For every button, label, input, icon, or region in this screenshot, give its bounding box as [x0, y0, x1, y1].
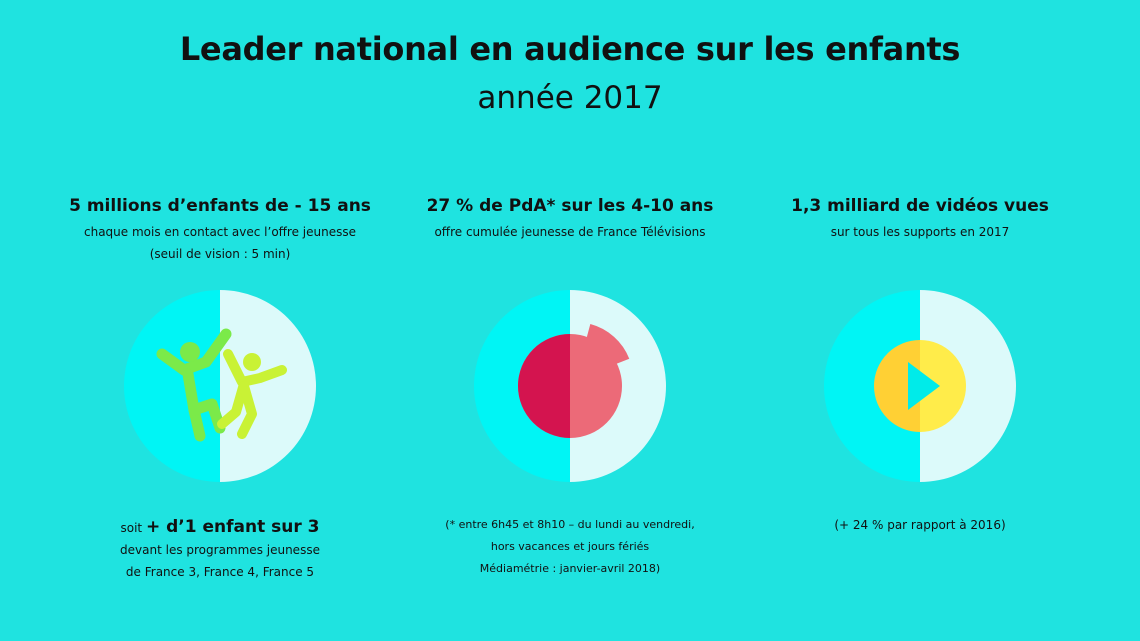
- stat-footer: (+ 24 % par rapport à 2016): [750, 514, 1090, 536]
- page-title: Leader national en audience sur les enfa…: [179, 30, 961, 68]
- footer-line: de France 3, France 4, France 5: [125, 565, 315, 579]
- play-icon: [824, 290, 1016, 482]
- stat-headline: 5 millions d’enfants de - 15 ans: [69, 196, 371, 216]
- footer-line: devant les programmes jeunesse: [120, 543, 320, 557]
- stat-description: chaque mois en contact avec l’offre jeun…: [83, 225, 356, 261]
- footer-line: (* entre 6h45 et 8h10 – du lundi au vend…: [445, 518, 695, 531]
- pie-slice-share: [575, 324, 630, 381]
- footer-prefix: soit: [120, 521, 146, 535]
- children-playing-icon: [124, 290, 316, 482]
- stat-footer: (* entre 6h45 et 8h10 – du lundi au vend…: [400, 514, 740, 580]
- stat-description: sur tous les supports en 2017: [830, 225, 1010, 239]
- pie-slice-dark: [518, 334, 570, 438]
- stat-headline: 27 % de PdA* sur les 4-10 ans: [426, 196, 714, 216]
- page-subtitle: année 2017: [477, 80, 663, 116]
- footer-line: Médiamétrie : janvier-avril 2018): [479, 562, 661, 575]
- stat-description: offre cumulée jeunesse de France Télévis…: [434, 225, 706, 239]
- stat-footer: soit + d’1 enfant sur 3 devant les progr…: [50, 516, 390, 583]
- pie-chart-icon: [474, 290, 666, 482]
- footer-line: hors vacances et jours fériés: [490, 540, 650, 553]
- footer-line: (+ 24 % par rapport à 2016): [834, 518, 1006, 532]
- stat-headline: 1,3 milliard de vidéos vues: [791, 196, 1049, 216]
- footer-emphasis: + d’1 enfant sur 3: [145, 517, 320, 537]
